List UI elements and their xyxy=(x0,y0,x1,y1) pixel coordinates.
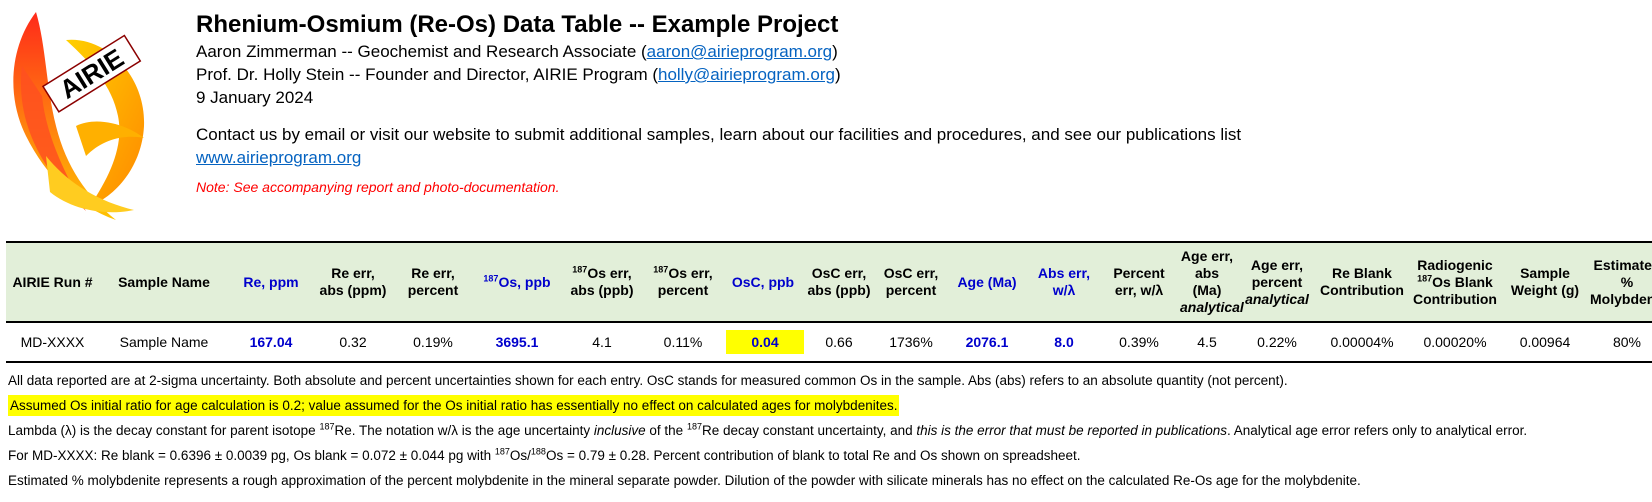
cell-moly: 80% xyxy=(1587,322,1652,363)
table-header-row: AIRIE Run # Sample Name Re, ppm Re err, a… xyxy=(6,241,1652,323)
col-header-sample: Sample Name xyxy=(99,241,229,323)
col-header-osc-ppb: OsC, ppb xyxy=(723,241,803,323)
col-header-age-err-pct: Age err, percent analytical xyxy=(1237,241,1317,323)
cell-os-blank: 0.00020% xyxy=(1407,322,1503,363)
cell-re-err-abs: 0.32 xyxy=(313,322,393,363)
report-header: Rhenium-Osmium (Re-Os) Data Table -- Exa… xyxy=(196,10,1636,197)
website-link[interactable]: www.airieprogram.org xyxy=(196,148,362,167)
col-header-osc-err-abs: OsC err, abs (ppb) xyxy=(803,241,875,323)
person1-line: Aaron Zimmerman -- Geochemist and Resear… xyxy=(196,40,1636,63)
person1-text: Aaron Zimmerman -- Geochemist and Resear… xyxy=(196,42,647,61)
cell-osc-err-abs: 0.66 xyxy=(803,322,875,363)
col-header-run: AIRIE Run # xyxy=(6,241,99,323)
col-header-weight: Sample Weight (g) xyxy=(1503,241,1587,323)
cell-osc-err-pct: 1736% xyxy=(875,322,947,363)
col-header-os-blank: Radiogenic 187Os Blank Contribution xyxy=(1407,241,1503,323)
cell-re-ppm: 167.04 xyxy=(229,322,313,363)
cell-run: MD-XXXX xyxy=(6,322,99,363)
cell-re-blank: 0.00004% xyxy=(1317,322,1407,363)
col-header-os-ppb: 187Os, ppb xyxy=(473,241,561,323)
footnote-blank: For MD-XXXX: Re blank = 0.6396 ± 0.0039 … xyxy=(8,446,1081,463)
col-header-os-err-abs: 187Os err, abs (ppb) xyxy=(561,241,643,323)
cell-osc-ppb: 0.04 xyxy=(723,322,804,363)
cell-abs-err: 8.0 xyxy=(1027,322,1101,363)
phoenix-logo-icon: AIRIE xyxy=(13,12,145,220)
contact-text: Contact us by email or visit our website… xyxy=(196,125,1242,144)
cell-age: 2076.1 xyxy=(947,322,1027,363)
col-header-moly: Estimated %Molybdenite xyxy=(1587,241,1652,323)
footnotes: All data reported are at 2-sigma uncerta… xyxy=(8,368,1638,493)
cell-re-err-pct: 0.19% xyxy=(393,322,473,363)
reos-data-table: AIRIE Run # Sample Name Re, ppm Re err, a… xyxy=(6,241,1652,363)
col-header-re-blank: Re Blank Contribution xyxy=(1317,241,1407,323)
cell-pct-err: 0.39% xyxy=(1101,322,1177,363)
col-header-abs-err: Abs err, w/λ xyxy=(1027,241,1101,323)
col-header-pct-err: Percent err, w/λ xyxy=(1101,241,1177,323)
cell-age-err-abs: 4.5 xyxy=(1177,322,1237,363)
person2-line: Prof. Dr. Holly Stein -- Founder and Dir… xyxy=(196,63,1636,86)
cell-os-err-pct: 0.11% xyxy=(643,322,723,363)
footnote-molybdenite: Estimated % molybdenite represents a rou… xyxy=(8,473,1361,488)
col-header-re-err-pct: Re err, percent xyxy=(393,241,473,323)
footnote-initial-ratio: Assumed Os initial ratio for age calcula… xyxy=(8,393,1638,418)
cell-os-err-abs: 4.1 xyxy=(561,322,643,363)
report-note: Note: See accompanying report and photo-… xyxy=(196,179,560,195)
col-header-osc-err-pct: OsC err, percent xyxy=(875,241,947,323)
initial-ratio-highlight: Assumed Os initial ratio for age calcula… xyxy=(8,395,900,416)
footnote-lambda: Lambda (λ) is the decay constant for par… xyxy=(8,421,1528,438)
cell-age-err-pct: 0.22% xyxy=(1237,322,1317,363)
person2-email-link[interactable]: holly@airieprogram.org xyxy=(658,65,835,84)
page-title: Rhenium-Osmium (Re-Os) Data Table -- Exa… xyxy=(196,11,839,38)
col-header-age: Age (Ma) xyxy=(947,241,1027,323)
person2-suffix: ) xyxy=(834,65,841,84)
footnote-uncertainty: All data reported are at 2-sigma uncerta… xyxy=(8,373,1288,388)
col-header-re-ppm: Re, ppm xyxy=(229,241,313,323)
cell-sample: Sample Name xyxy=(99,322,229,363)
cell-weight: 0.00964 xyxy=(1503,322,1587,363)
col-header-re-err-abs: Re err, abs (ppm) xyxy=(313,241,393,323)
table-row: MD-XXXX Sample Name 167.04 0.32 0.19% 36… xyxy=(6,322,1652,363)
person2-text: Prof. Dr. Holly Stein -- Founder and Dir… xyxy=(196,65,658,84)
osc-highlight: 0.04 xyxy=(726,330,804,354)
col-header-os-err-pct: 187Os err, percent xyxy=(643,241,723,323)
cell-os-ppb: 3695.1 xyxy=(473,322,561,363)
person1-suffix: ) xyxy=(832,42,838,61)
airie-logo: AIRIE xyxy=(6,6,156,228)
person1-email-link[interactable]: aaron@airieprogram.org xyxy=(646,42,833,61)
col-header-age-err-abs: Age err, abs (Ma) analytical xyxy=(1177,241,1244,323)
report-date: 9 January 2024 xyxy=(196,88,314,107)
